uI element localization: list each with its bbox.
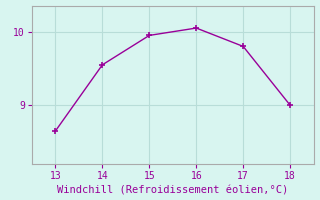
X-axis label: Windchill (Refroidissement éolien,°C): Windchill (Refroidissement éolien,°C) — [57, 185, 288, 195]
